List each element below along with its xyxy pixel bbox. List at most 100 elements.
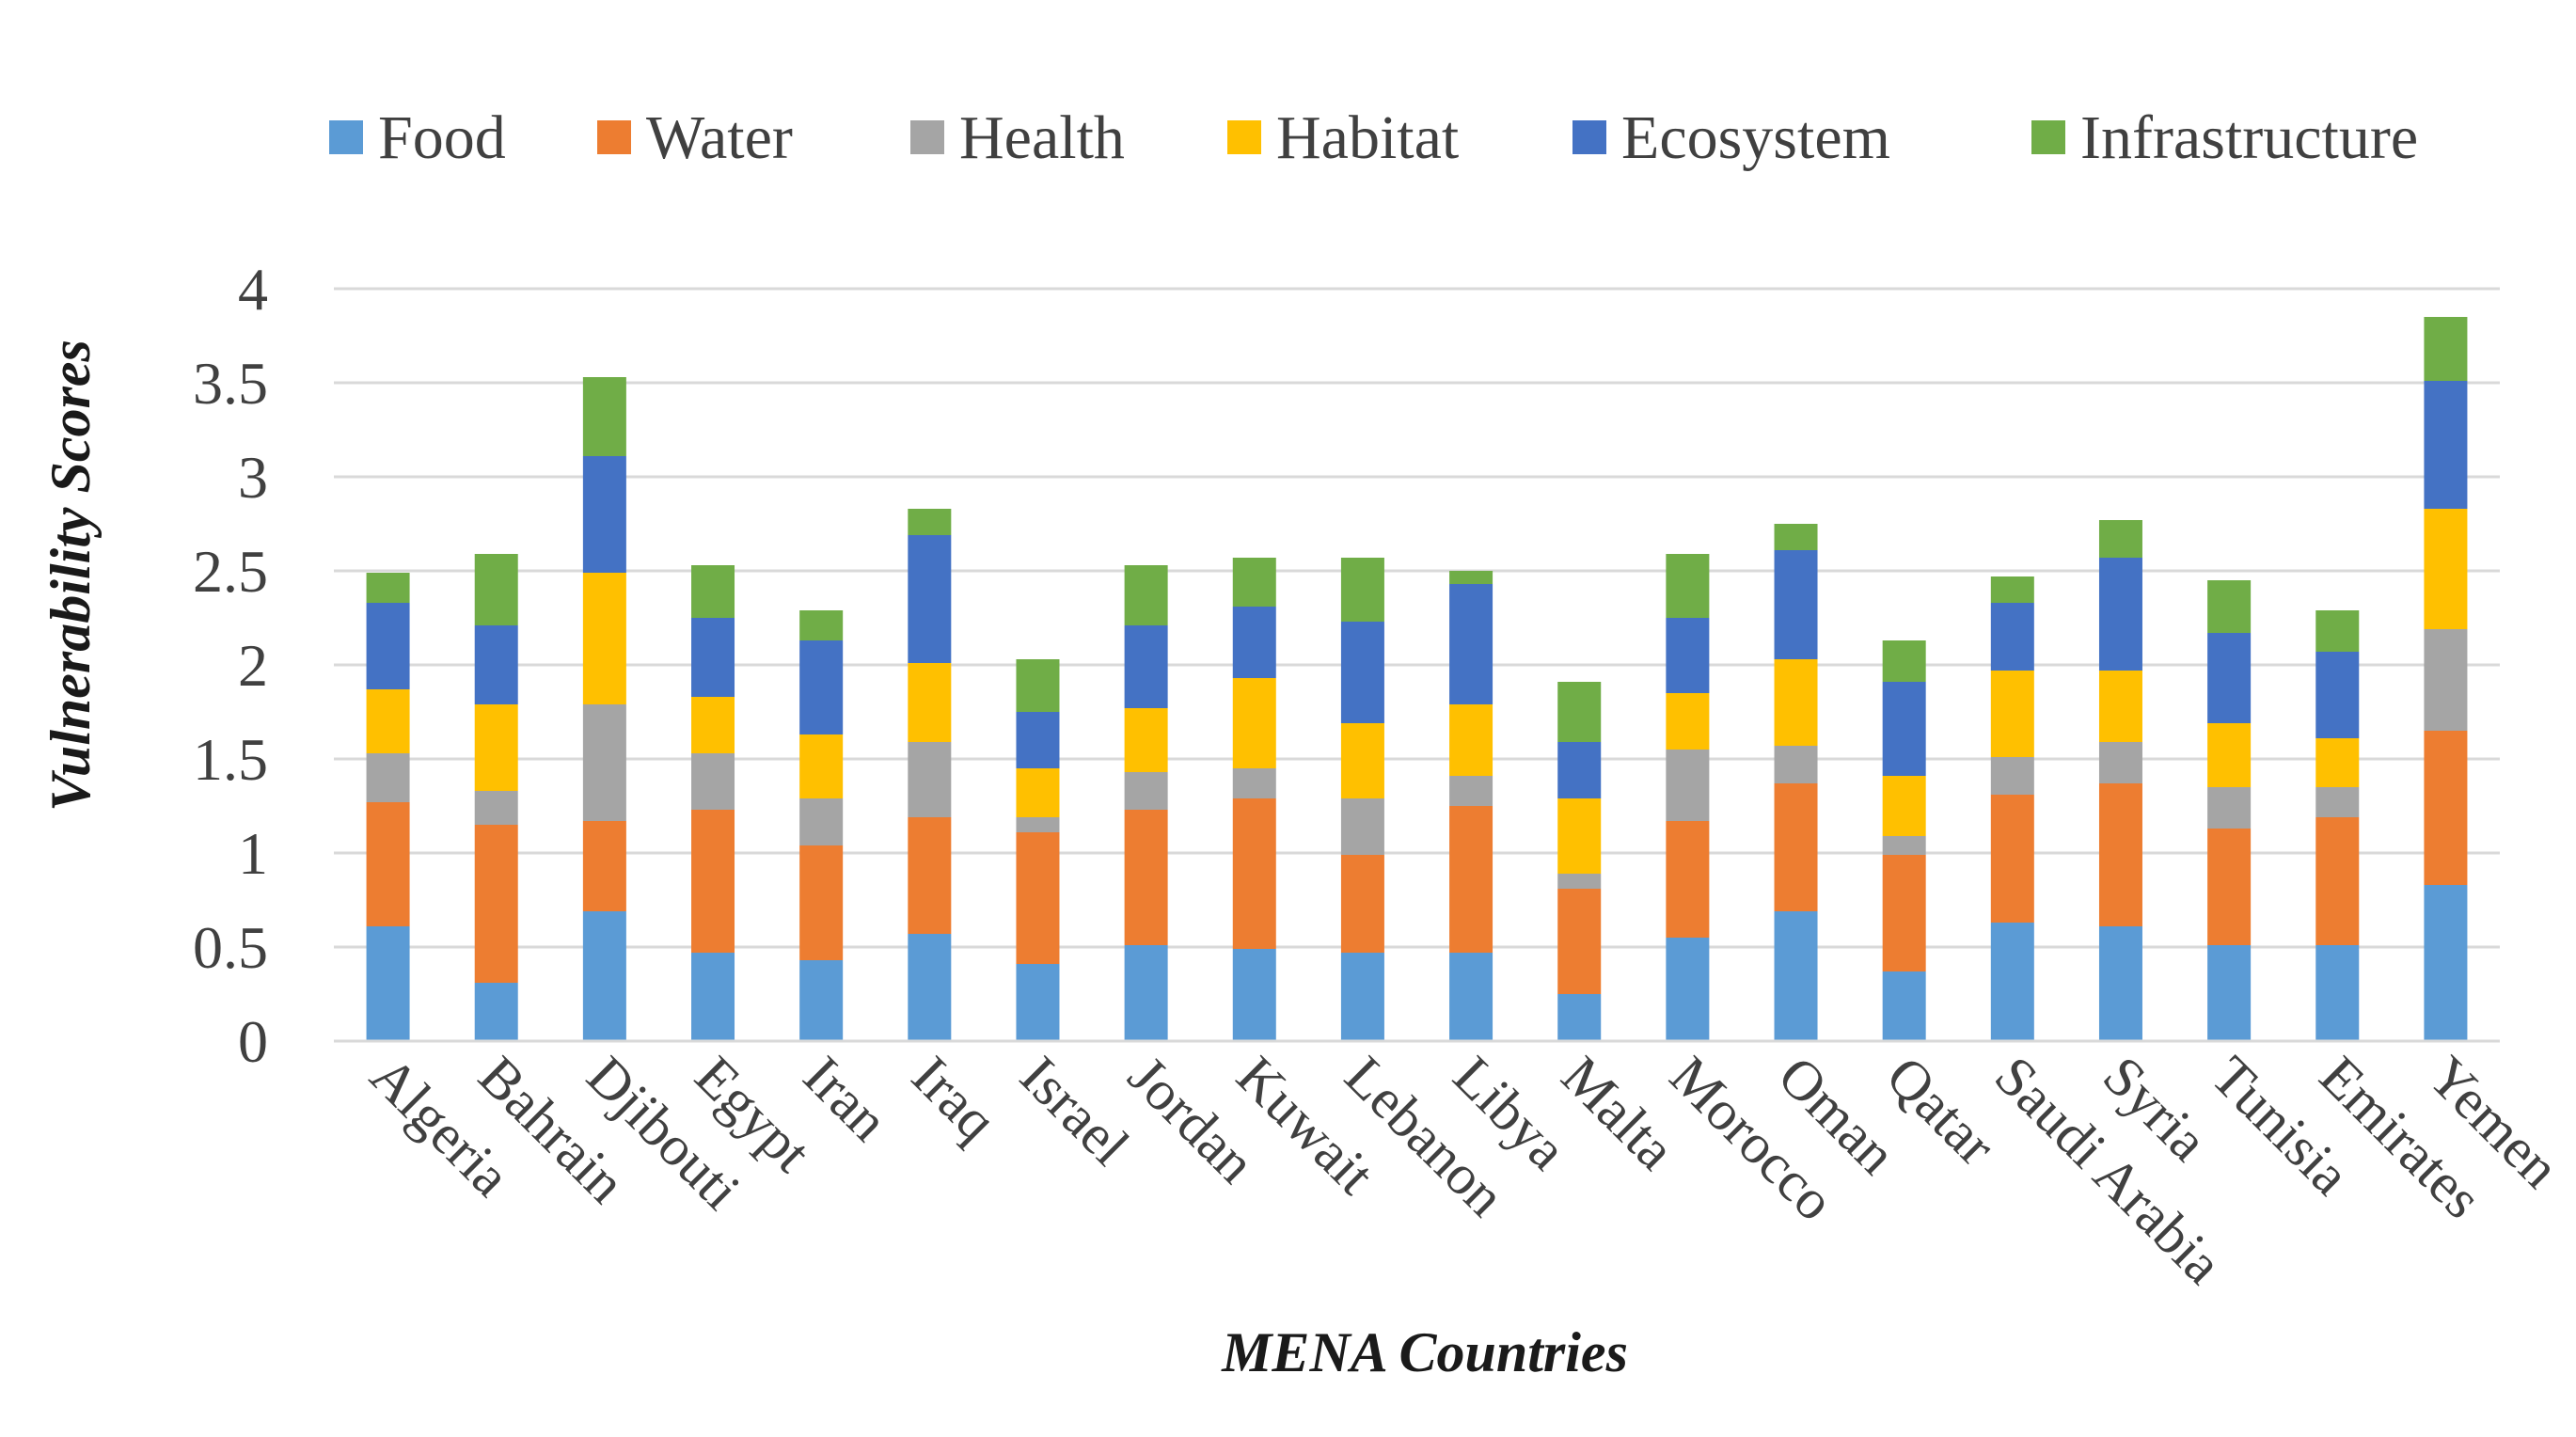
bar-segment-health-tunisia [2207, 787, 2252, 829]
x-tick-label: Iraq [900, 1045, 1008, 1153]
legend-swatch-health [910, 120, 944, 154]
bar-segment-water-yemen [2424, 731, 2468, 885]
bar-segment-infrastructure-malta [1557, 682, 1602, 742]
bar-segment-habitat-kuwait [1232, 678, 1276, 768]
bar-segment-health-egypt [691, 753, 735, 810]
legend-label-health: Health [959, 103, 1125, 172]
bar-segment-infrastructure-algeria [366, 573, 410, 603]
bar-segment-water-bahrain [474, 825, 518, 983]
bar-segment-infrastructure-morocco [1666, 554, 1710, 618]
bar-segment-health-algeria [366, 753, 410, 802]
bar-segment-infrastructure-qatar [1882, 640, 1926, 682]
bar-segment-food-lebanon [1340, 953, 1384, 1041]
bar-segment-ecosystem-tunisia [2207, 633, 2252, 723]
bar-segment-food-saudi-arabia [1990, 923, 2034, 1041]
bar-segment-ecosystem-djibouti [582, 456, 626, 573]
bar-segment-habitat-morocco [1666, 693, 1710, 750]
bar-segment-water-kuwait [1232, 798, 1276, 949]
y-tick-label: 2 [238, 632, 268, 699]
bar-segment-habitat-oman [1774, 659, 1818, 746]
legend: Food Water Health Habitat Ecosystem Infrastru… [329, 103, 2418, 172]
y-tick-label: 0.5 [193, 914, 268, 981]
y-tick-label: 3 [238, 444, 268, 511]
y-axis-ticks: 0 0.5 1 1.5 2 2.5 3 3.5 4 [193, 256, 268, 1075]
bar-segment-health-libya [1449, 776, 1493, 806]
legend-swatch-ecosystem [1572, 120, 1606, 154]
bar-segment-ecosystem-emirates [2315, 652, 2360, 738]
bar-segment-infrastructure-yemen [2424, 317, 2468, 381]
bar-segment-food-syria [2098, 926, 2142, 1041]
y-tick-label: 1 [238, 820, 268, 887]
bar-segment-food-israel [1016, 964, 1060, 1041]
bar-segment-infrastructure-jordan [1124, 565, 1168, 625]
y-axis-title: Vulnerability Scores [40, 340, 102, 812]
bar-segment-water-iraq [908, 817, 952, 934]
legend-swatch-habitat [1227, 120, 1261, 154]
bar-segment-water-syria [2098, 783, 2142, 926]
x-tick-label: Israel [1008, 1045, 1141, 1177]
bar-segment-food-qatar [1882, 971, 1926, 1041]
bar-segment-habitat-iran [799, 734, 844, 798]
bar-segment-health-morocco [1666, 750, 1710, 821]
bar-segment-food-iraq [908, 934, 952, 1041]
bar-segment-ecosystem-bahrain [474, 625, 518, 704]
bar-segment-habitat-emirates [2315, 738, 2360, 787]
bar-segment-food-morocco [1666, 938, 1710, 1041]
bar-segment-health-oman [1774, 746, 1818, 783]
bar-segment-food-tunisia [2207, 945, 2252, 1041]
bar-segment-habitat-saudi-arabia [1990, 671, 2034, 757]
bar-segment-ecosystem-algeria [366, 603, 410, 689]
bar-segment-habitat-libya [1449, 704, 1493, 776]
bar-segment-health-malta [1557, 874, 1602, 889]
bar-segment-habitat-tunisia [2207, 723, 2252, 787]
bar-segment-health-djibouti [582, 704, 626, 821]
bar-segment-ecosystem-lebanon [1340, 622, 1384, 723]
bar-segment-ecosystem-saudi-arabia [1990, 603, 2034, 671]
bar-segment-food-jordan [1124, 945, 1168, 1041]
legend-label-habitat: Habitat [1276, 103, 1459, 172]
bar-segment-habitat-israel [1016, 768, 1060, 817]
bar-segment-water-iran [799, 845, 844, 960]
bar-segment-infrastructure-bahrain [474, 554, 518, 625]
bar-segment-ecosystem-morocco [1666, 618, 1710, 693]
bar-segment-habitat-qatar [1882, 776, 1926, 836]
bar-segment-health-syria [2098, 742, 2142, 783]
bar-segment-food-iran [799, 960, 844, 1041]
bar-segment-infrastructure-iran [799, 610, 844, 640]
bar-segment-health-emirates [2315, 787, 2360, 817]
bar-segment-infrastructure-egypt [691, 565, 735, 618]
bar-segment-health-yemen [2424, 629, 2468, 731]
legend-label-infrastructure: Infrastructure [2080, 103, 2418, 172]
bar-segment-water-qatar [1882, 855, 1926, 971]
legend-swatch-food [329, 120, 363, 154]
x-tick-label: Malta [1550, 1045, 1687, 1182]
bar-segment-habitat-egypt [691, 697, 735, 753]
x-axis-title: MENA Countries [1221, 1321, 1628, 1383]
bar-segment-habitat-syria [2098, 671, 2142, 742]
bar-segment-ecosystem-egypt [691, 618, 735, 697]
bar-segment-health-bahrain [474, 791, 518, 825]
bar-segment-health-jordan [1124, 772, 1168, 810]
legend-label-food: Food [378, 103, 506, 172]
y-tick-label: 4 [238, 256, 268, 323]
bar-segment-infrastructure-emirates [2315, 610, 2360, 652]
bar-segment-infrastructure-israel [1016, 659, 1060, 712]
y-tick-label: 2.5 [193, 538, 268, 605]
bar-segment-water-israel [1016, 832, 1060, 964]
bar-segment-infrastructure-saudi-arabia [1990, 576, 2034, 603]
bar-segment-infrastructure-iraq [908, 509, 952, 535]
legend-label-water: Water [646, 103, 793, 172]
bar-segment-habitat-lebanon [1340, 723, 1384, 798]
bar-segment-water-libya [1449, 806, 1493, 953]
bar-segment-habitat-malta [1557, 798, 1602, 874]
bars [366, 317, 2468, 1041]
bar-segment-water-lebanon [1340, 855, 1384, 953]
bar-segment-habitat-bahrain [474, 704, 518, 791]
bar-segment-food-yemen [2424, 885, 2468, 1041]
bar-segment-water-algeria [366, 802, 410, 926]
bar-segment-health-lebanon [1340, 798, 1384, 855]
y-tick-label: 3.5 [193, 350, 268, 417]
bar-segment-water-emirates [2315, 817, 2360, 945]
legend-swatch-water [597, 120, 631, 154]
bar-segment-ecosystem-libya [1449, 584, 1493, 704]
